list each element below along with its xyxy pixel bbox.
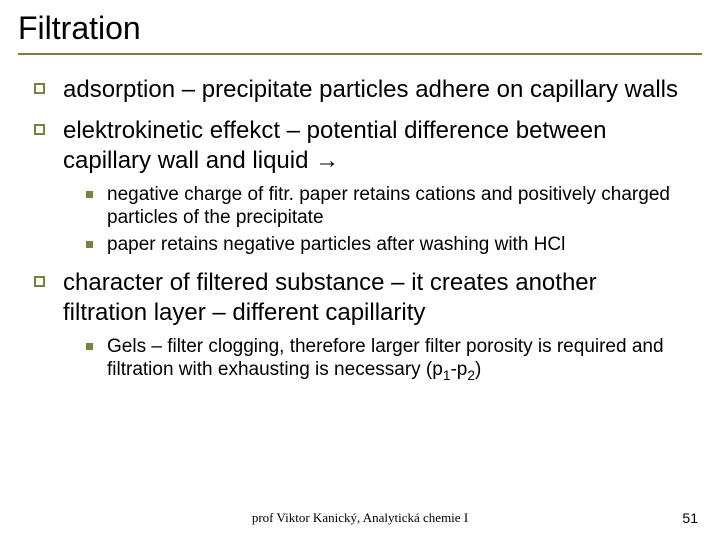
small-square-bullet-icon <box>86 343 93 350</box>
square-bullet-icon <box>34 276 45 287</box>
sub-bullet-item: Gels – filter clogging, therefore larger… <box>86 335 686 385</box>
slide: Filtration adsorption – precipitate part… <box>0 0 720 540</box>
small-square-bullet-icon <box>86 191 93 198</box>
sub-bullet-text-part: Gels – filter clogging, therefore larger… <box>107 336 664 380</box>
bullet-item: character of filtered substance – it cre… <box>34 268 686 384</box>
bullet-item: elektrokinetic effekct – potential diffe… <box>34 116 686 256</box>
footer-author: prof Viktor Kanický, Analytická chemie I <box>0 510 720 526</box>
sub-bullet-list: negative charge of fitr. paper retains c… <box>86 183 686 257</box>
subscript: 2 <box>467 368 475 383</box>
sub-bullet-text-part: ) <box>475 359 481 380</box>
page-number: 51 <box>682 510 698 526</box>
bullet-text: elektrokinetic effekct – potential diffe… <box>63 116 686 175</box>
small-square-bullet-icon <box>86 241 93 248</box>
sub-bullet-item: negative charge of fitr. paper retains c… <box>86 183 686 229</box>
sub-bullet-item: paper retains negative particles after w… <box>86 233 686 256</box>
square-bullet-icon <box>34 124 45 135</box>
title-container: Filtration <box>0 0 720 55</box>
slide-content: adsorption – precipitate particles adher… <box>0 55 720 385</box>
sub-bullet-text: Gels – filter clogging, therefore larger… <box>107 335 686 385</box>
sub-bullet-text: negative charge of fitr. paper retains c… <box>107 183 686 229</box>
bullet-text: adsorption – precipitate particles adher… <box>63 75 678 104</box>
sub-bullet-text: paper retains negative particles after w… <box>107 233 565 256</box>
bullet-item: adsorption – precipitate particles adher… <box>34 75 686 104</box>
sub-bullet-list: Gels – filter clogging, therefore larger… <box>86 335 686 385</box>
sub-bullet-text-part: -p <box>450 359 467 380</box>
bullet-text: character of filtered substance – it cre… <box>63 268 686 327</box>
square-bullet-icon <box>34 83 45 94</box>
slide-title: Filtration <box>18 10 702 55</box>
